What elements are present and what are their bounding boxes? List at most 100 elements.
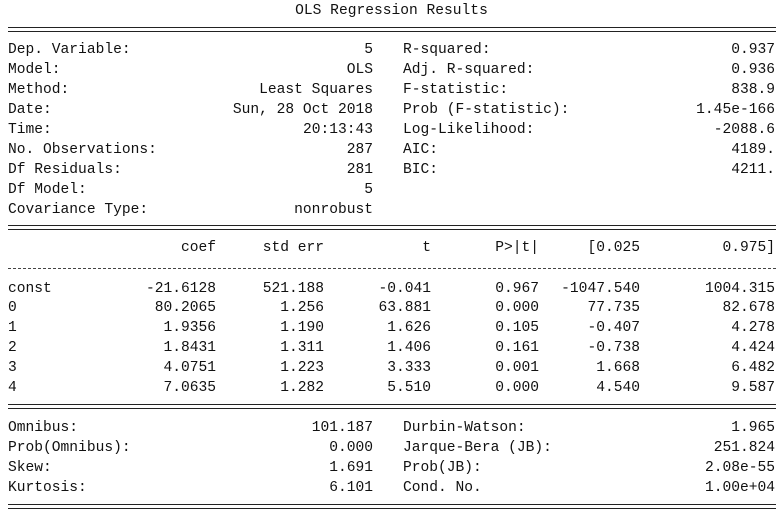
info-label: Covariance Type:	[8, 202, 149, 218]
diag-stat-label: Durbin-Watson:	[403, 420, 526, 436]
diagnostics-row: Omnibus: 101.187 Durbin-Watson: 1.965	[0, 418, 783, 438]
info-value: 281	[346, 162, 373, 178]
results-title: OLS Regression Results	[295, 3, 488, 19]
diag-value: 0.000	[329, 440, 373, 456]
cell-t: 1.406	[387, 340, 431, 356]
stat-label: R-squared:	[403, 42, 491, 58]
cell-t: 63.881	[378, 300, 431, 316]
diagnostics-row: Kurtosis: 6.101 Cond. No. 1.00e+04	[0, 478, 783, 498]
cell-ci-upper: 4.424	[731, 340, 775, 356]
cell-coef: 7.0635	[163, 380, 216, 396]
row-name: 0	[8, 300, 17, 316]
info-value: 287	[346, 142, 373, 158]
cell-coef: 80.2065	[154, 300, 216, 316]
model-info-row: Df Residuals: 281 BIC: 4211.	[0, 160, 783, 180]
row-name: 3	[8, 360, 17, 376]
model-info-row: Date: Sun, 28 Oct 2018 Prob (F-statistic…	[0, 100, 783, 120]
info-label: No. Observations:	[8, 142, 157, 158]
diag-value: 6.101	[329, 480, 373, 496]
cell-stderr: 521.188	[262, 281, 324, 297]
model-info-row: Time: 20:13:43 Log-Likelihood: -2088.6	[0, 120, 783, 140]
cell-t: 3.333	[387, 360, 431, 376]
table-row: 3 4.0751 1.223 3.333 0.001 1.668 6.482	[0, 358, 783, 378]
stat-value: -2088.6	[713, 122, 775, 138]
stat-value: 838.9	[731, 82, 775, 98]
cell-ci-lower: -1047.540	[561, 281, 640, 297]
table-row: 4 7.0635 1.282 5.510 0.000 4.540 9.587	[0, 378, 783, 398]
cell-coef: 4.0751	[163, 360, 216, 376]
diag-value: 101.187	[311, 420, 373, 436]
info-value: Sun, 28 Oct 2018	[232, 102, 373, 118]
diag-stat-label: Cond. No.	[403, 480, 482, 496]
row-name: 2	[8, 340, 17, 356]
stat-value: 4189.	[731, 142, 775, 158]
info-label: Model:	[8, 62, 61, 78]
info-label: Dep. Variable:	[8, 42, 131, 58]
table-row: const -21.6128 521.188 -0.041 0.967 -104…	[0, 279, 783, 299]
stat-value: 0.937	[731, 42, 775, 58]
diag-value: 1.691	[329, 460, 373, 476]
cell-ci-lower: 77.735	[587, 300, 640, 316]
cell-pvalue: 0.000	[495, 300, 539, 316]
col-header-ci-lower: [0.025	[587, 240, 640, 256]
cell-ci-upper: 9.587	[731, 380, 775, 396]
cell-pvalue: 0.967	[495, 281, 539, 297]
diag-stat-label: Prob(JB):	[403, 460, 482, 476]
row-name: const	[8, 281, 52, 297]
info-value: 20:13:43	[302, 122, 373, 138]
rule-diagnostics-top	[8, 404, 776, 409]
stat-label: Adj. R-squared:	[403, 62, 535, 78]
col-header-t: t	[422, 240, 431, 256]
cell-pvalue: 0.001	[495, 360, 539, 376]
info-value: nonrobust	[294, 202, 373, 218]
cell-ci-lower: 1.668	[596, 360, 640, 376]
model-info-row: No. Observations: 287 AIC: 4189.	[0, 140, 783, 160]
stat-label: AIC:	[403, 142, 439, 158]
stat-label: Log-Likelihood:	[403, 122, 535, 138]
stat-label: BIC:	[403, 162, 439, 178]
cell-pvalue: 0.000	[495, 380, 539, 396]
cell-pvalue: 0.105	[495, 320, 539, 336]
col-header-stderr: std err	[262, 240, 324, 256]
info-value: OLS	[346, 62, 373, 78]
cell-stderr: 1.282	[280, 380, 324, 396]
cell-pvalue: 0.161	[495, 340, 539, 356]
diag-label: Prob(Omnibus):	[8, 440, 131, 456]
cell-ci-lower: 4.540	[596, 380, 640, 396]
diag-label: Kurtosis:	[8, 480, 87, 496]
model-info-row: Model: OLS Adj. R-squared: 0.936	[0, 60, 783, 80]
cell-t: 5.510	[387, 380, 431, 396]
model-info-row: Dep. Variable: 5 R-squared: 0.937	[0, 40, 783, 60]
cell-ci-upper: 6.482	[731, 360, 775, 376]
col-header-ci-upper: 0.975]	[722, 240, 775, 256]
rule-coef-header	[8, 268, 776, 269]
info-label: Time:	[8, 122, 52, 138]
info-value: 5	[364, 42, 373, 58]
model-info-row: Covariance Type: nonrobust	[0, 200, 783, 220]
cell-coef: 1.8431	[163, 340, 216, 356]
cell-ci-upper: 82.678	[722, 300, 775, 316]
info-label: Method:	[8, 82, 70, 98]
rule-bottom	[8, 504, 776, 509]
diag-stat-value: 1.00e+04	[704, 480, 775, 496]
model-info-row: Method: Least Squares F-statistic: 838.9	[0, 80, 783, 100]
info-label: Df Model:	[8, 182, 87, 198]
rule-top	[8, 27, 776, 32]
stat-label: Prob (F-statistic):	[403, 102, 570, 118]
table-row: 0 80.2065 1.256 63.881 0.000 77.735 82.6…	[0, 298, 783, 318]
col-header-coef: coef	[180, 240, 216, 256]
row-name: 1	[8, 320, 17, 336]
stat-value: 4211.	[731, 162, 775, 178]
info-label: Df Residuals:	[8, 162, 122, 178]
cell-stderr: 1.190	[280, 320, 324, 336]
diag-stat-value: 251.824	[713, 440, 775, 456]
diagnostics-row: Skew: 1.691 Prob(JB): 2.08e-55	[0, 458, 783, 478]
model-info-row: Df Model: 5	[0, 180, 783, 200]
row-name: 4	[8, 380, 17, 396]
cell-stderr: 1.256	[280, 300, 324, 316]
diag-stat-value: 2.08e-55	[704, 460, 775, 476]
cell-ci-upper: 1004.315	[704, 281, 775, 297]
diag-stat-value: 1.965	[731, 420, 775, 436]
info-value: Least Squares	[259, 82, 373, 98]
coef-header-row: coef std err t P>|t| [0.025 0.975]	[0, 238, 783, 258]
